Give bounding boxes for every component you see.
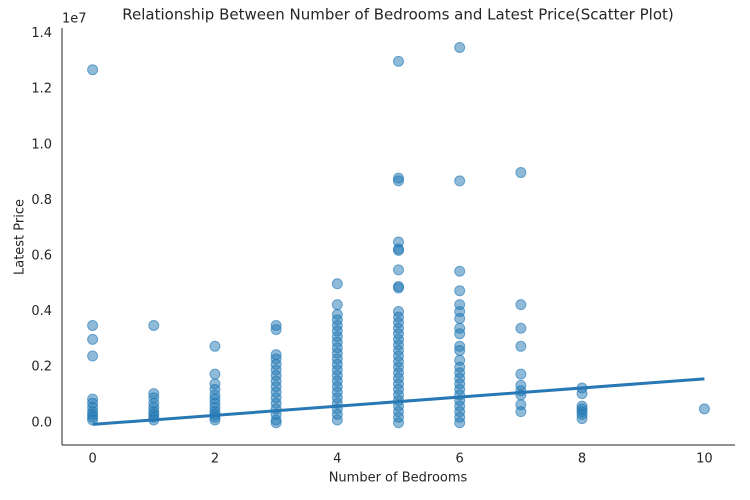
scatter-point — [454, 41, 466, 53]
scatter-point — [515, 368, 527, 380]
scatter-point — [454, 344, 466, 356]
scatter-point — [454, 175, 466, 187]
scatter-point — [331, 278, 343, 290]
y-tick-label: 1.4 — [31, 26, 52, 41]
scatter-point — [515, 167, 527, 179]
x-axis-label: Number of Bedrooms — [329, 471, 468, 486]
scatter-point — [698, 403, 710, 415]
y-tick-label: 0.2 — [31, 360, 52, 375]
scatter-point — [515, 406, 527, 418]
scatter-point — [393, 282, 404, 294]
y-tick-label: 1.2 — [31, 82, 52, 97]
y-tick-label: 0.0 — [31, 415, 52, 430]
scatter-point — [393, 175, 404, 187]
trend-line — [92, 377, 705, 426]
scatter-point — [454, 328, 466, 340]
y-tick-label: 1.0 — [31, 137, 52, 152]
scatter-point — [393, 264, 404, 276]
y-axis-label: Latest Price — [13, 199, 28, 275]
x-tick-label: 4 — [333, 452, 341, 467]
scatter-point — [87, 350, 99, 362]
chart-title: Relationship Between Number of Bedrooms … — [122, 6, 674, 24]
scatter-point — [393, 55, 404, 67]
scatter-point — [515, 322, 527, 334]
scatter-point — [454, 285, 466, 297]
scatter-point — [87, 64, 99, 76]
scatter-point — [270, 324, 282, 336]
scatter-point — [209, 340, 221, 352]
scatter-point — [87, 414, 99, 426]
scatter-point — [454, 417, 466, 429]
scatter-point — [454, 265, 466, 277]
scatter-point — [87, 319, 99, 331]
y-offset-label: 1e7 — [62, 12, 87, 27]
x-tick-label: 0 — [88, 452, 96, 467]
y-tick-label: 0.6 — [31, 248, 52, 263]
scatter-point — [393, 244, 404, 256]
y-tick-label: 0.4 — [31, 304, 52, 319]
y-tick-label: 0.8 — [31, 193, 52, 208]
scatter-point — [331, 299, 343, 311]
scatter-point — [148, 319, 160, 331]
x-tick-label: 8 — [578, 452, 586, 467]
scatter-point — [454, 313, 466, 325]
scatter-point — [393, 417, 404, 429]
x-tick-label: 2 — [211, 452, 219, 467]
scatter-point — [331, 414, 343, 426]
scatter-point — [576, 388, 588, 400]
scatter-point — [87, 333, 99, 345]
scatter-point — [576, 413, 588, 425]
x-tick-label: 10 — [696, 452, 713, 467]
x-tick-label: 6 — [456, 452, 464, 467]
scatter-point — [515, 340, 527, 352]
scatter-point — [270, 417, 282, 429]
scatter-point — [209, 368, 221, 380]
scatter-point — [515, 299, 527, 311]
